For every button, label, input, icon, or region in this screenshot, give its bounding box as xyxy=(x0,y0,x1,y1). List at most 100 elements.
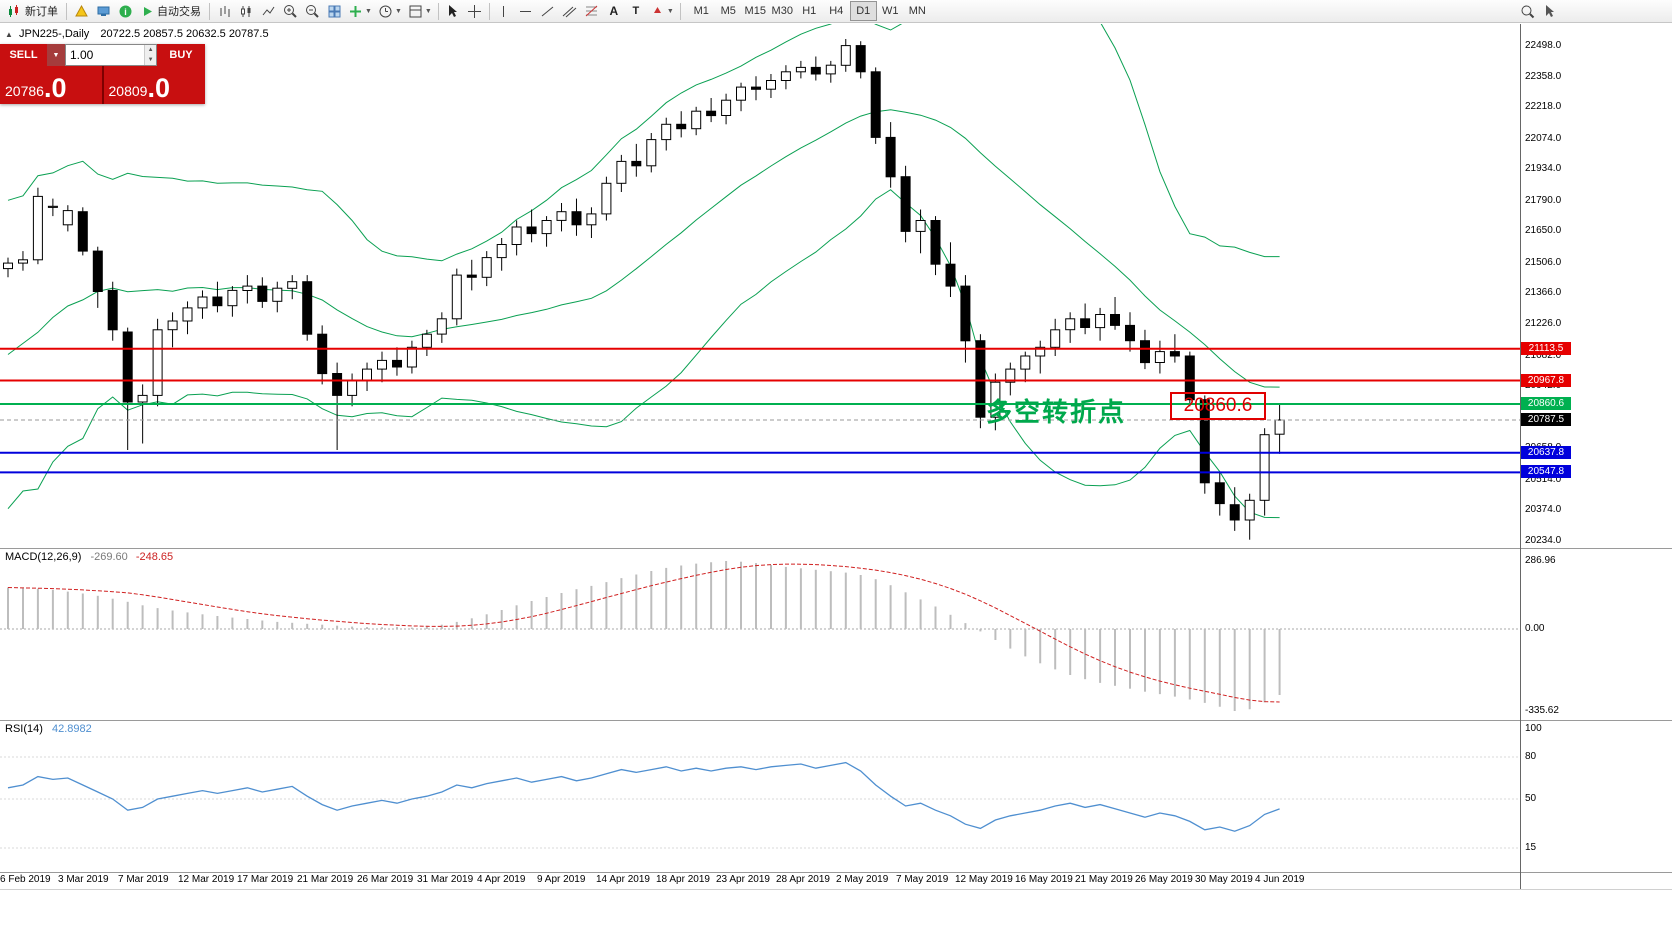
periods-button[interactable]: ▼ xyxy=(375,1,405,21)
timeframe-h1-button[interactable]: H1 xyxy=(802,5,817,17)
candle-body xyxy=(915,220,926,232)
window-bottom-border xyxy=(0,889,1672,890)
axis-tick-label: 20234.0 xyxy=(1525,535,1562,546)
toolbar-separator xyxy=(488,2,490,20)
candle-body xyxy=(960,285,971,342)
timeframe-m15-button[interactable]: M15 xyxy=(744,5,766,17)
cursor-button[interactable] xyxy=(442,1,464,21)
axis-tick-label: 20514.0 xyxy=(1525,474,1562,485)
volume-decrease-button[interactable]: ▼ xyxy=(147,57,154,63)
rsi-value: 42.8982 xyxy=(51,723,92,735)
candle-body xyxy=(62,210,73,226)
volume-increase-button[interactable]: ▲ xyxy=(147,47,154,53)
date-label: 30 May 2019 xyxy=(1195,874,1253,885)
sell-button[interactable]: SELL xyxy=(0,44,47,66)
chevron-down-icon: ▼ xyxy=(52,51,60,59)
axis-tick-label: 286.96 xyxy=(1525,555,1556,566)
horizontal-line-button[interactable] xyxy=(515,1,537,21)
terminal-button[interactable] xyxy=(92,1,114,21)
pointer-button[interactable] xyxy=(1538,1,1560,21)
turning-point-annotation[interactable]: 多空转折点 xyxy=(986,397,1127,427)
timeframe-h4-button[interactable]: H4 xyxy=(829,5,844,17)
candle-body xyxy=(751,86,761,90)
timeframe-m30-button[interactable]: M30 xyxy=(771,5,793,17)
candle-body xyxy=(242,285,253,292)
zoom-out-button[interactable] xyxy=(301,1,323,21)
candlestick-icon xyxy=(240,5,250,17)
alert-icon xyxy=(74,4,88,16)
buy-price-panel[interactable]: 20809 .0 xyxy=(103,66,205,104)
tile-windows-button[interactable] xyxy=(323,1,345,21)
price-level-label: 21113.5 xyxy=(1521,342,1571,355)
price-chart[interactable] xyxy=(0,24,1520,548)
text-tool-button[interactable]: A xyxy=(603,1,625,21)
panel-separator[interactable] xyxy=(0,720,1672,721)
buy-button[interactable]: BUY xyxy=(157,44,205,66)
candle-body xyxy=(661,123,672,141)
candlestick-button[interactable] xyxy=(235,1,257,21)
alerts-button[interactable] xyxy=(70,1,92,21)
timeframe-m5-button[interactable]: M5 xyxy=(720,5,736,17)
candle-body xyxy=(32,195,43,261)
new-order-button[interactable]: 新订单 xyxy=(2,1,63,21)
candle-body xyxy=(975,340,986,418)
candle-body xyxy=(1035,346,1046,357)
macd-chart[interactable] xyxy=(0,549,1520,719)
date-label: 12 Mar 2019 xyxy=(178,874,235,885)
fibonacci-button[interactable] xyxy=(581,1,603,21)
candle-body xyxy=(347,379,358,396)
candle-body xyxy=(900,176,911,232)
info-icon: i xyxy=(119,5,131,17)
candle-body xyxy=(362,368,372,381)
axis-tick-label: 21934.0 xyxy=(1525,163,1562,174)
bar-chart-button[interactable] xyxy=(213,1,235,21)
templates-button[interactable]: ▼ xyxy=(405,1,435,21)
candle-body xyxy=(766,80,776,90)
macd-main-value: -269.60 xyxy=(90,551,128,563)
timeframe-mn-button[interactable]: MN xyxy=(908,5,926,17)
indicators-button[interactable]: ▼ xyxy=(345,1,375,21)
price-level-annotation-box[interactable]: 20860.6 xyxy=(1170,392,1266,420)
axis-tick-label: 22358.0 xyxy=(1525,71,1562,82)
tile-windows-icon xyxy=(328,5,340,17)
rsi-chart[interactable] xyxy=(0,721,1520,872)
candle-body xyxy=(436,318,447,335)
axis-tick-label: 80 xyxy=(1525,751,1537,762)
panel-separator[interactable] xyxy=(0,548,1672,549)
bollinger-band xyxy=(7,189,1280,519)
date-axis[interactable]: 6 Feb 2019 3 Mar 2019 7 Mar 2019 12 Mar 201… xyxy=(0,874,1520,888)
autotrading-button[interactable]: 自动交易 xyxy=(136,1,206,21)
order-options-dropdown[interactable]: ▼ xyxy=(47,44,65,66)
candle-body xyxy=(466,274,477,278)
line-chart-button[interactable] xyxy=(257,1,279,21)
buy-price: 20809 xyxy=(108,83,148,99)
candle-body xyxy=(616,160,627,184)
axis-tick-label: 21790.0 xyxy=(1525,195,1562,206)
axis-tick-label: 22498.0 xyxy=(1525,40,1562,51)
candle-body xyxy=(930,220,941,265)
price-axis-border xyxy=(1520,24,1521,889)
channel-button[interactable] xyxy=(559,1,581,21)
zoom-in-button[interactable] xyxy=(279,1,301,21)
timeframe-d1-button[interactable]: D1 xyxy=(849,1,877,21)
date-label: 14 Apr 2019 xyxy=(596,874,650,885)
candle-body xyxy=(840,45,851,66)
macd-signal-line xyxy=(7,563,1280,703)
crosshair-button[interactable] xyxy=(464,1,486,21)
trendline-button[interactable] xyxy=(537,1,559,21)
search-button[interactable] xyxy=(1516,1,1538,21)
candle-body xyxy=(1214,482,1225,505)
vertical-line-button[interactable] xyxy=(493,1,515,21)
chevron-down-icon: ▼ xyxy=(365,7,372,15)
price-axis[interactable]: 22498.0 22358.0 22218.0 22074.0 21934.0 21790… xyxy=(1521,0,1581,951)
candle-body xyxy=(1020,355,1031,370)
candle-body xyxy=(810,66,821,75)
timeframe-w1-button[interactable]: W1 xyxy=(882,5,899,17)
info-button[interactable]: i xyxy=(114,1,136,21)
shapes-button[interactable]: ▼ xyxy=(647,1,677,21)
sell-price-panel[interactable]: 20786 .0 xyxy=(0,66,102,104)
candle-body xyxy=(287,281,298,289)
timeframe-m1-button[interactable]: M1 xyxy=(693,5,709,17)
volume-input[interactable] xyxy=(66,45,145,65)
label-tool-button[interactable]: T xyxy=(625,1,647,21)
